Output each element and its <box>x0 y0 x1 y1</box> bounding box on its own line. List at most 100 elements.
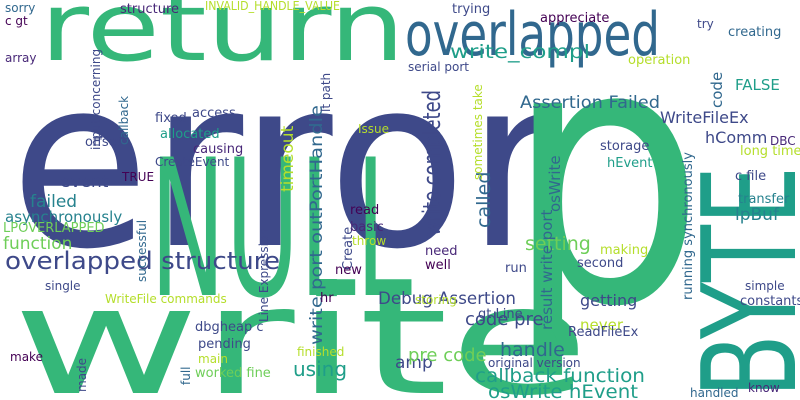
word: NULL <box>150 119 412 340</box>
word: fixed <box>155 111 187 126</box>
word: array <box>5 51 36 65</box>
word: creating <box>728 25 781 40</box>
word: worked fine <box>195 366 271 381</box>
word: making <box>600 243 648 258</box>
word: osWrite hEvent <box>488 381 638 400</box>
word: dbgheap c <box>195 320 264 335</box>
word: return <box>40 0 405 83</box>
word: INVALID_HANDLE_VALUE <box>205 0 340 13</box>
word: pre code <box>408 345 487 366</box>
word: constants <box>740 294 800 309</box>
word: access <box>192 106 236 121</box>
word: successful <box>135 220 149 282</box>
word: hr <box>320 291 334 306</box>
word: failed <box>30 192 77 212</box>
word: CreateEvent <box>155 155 230 169</box>
word: using <box>293 357 347 381</box>
word: setting <box>525 233 591 255</box>
word: overlapped <box>405 0 660 70</box>
word: called <box>473 172 495 228</box>
word: simple <box>745 279 785 293</box>
word: appreciate <box>540 11 609 26</box>
word: Assertion Failed <box>520 93 660 113</box>
word: write port outPortHandle <box>307 105 327 345</box>
word: WriteFileEx <box>660 108 749 127</box>
word: handled <box>690 386 739 400</box>
word: sorry <box>5 1 35 15</box>
word: hComm <box>705 128 767 147</box>
word: sometimes take <box>471 84 485 180</box>
word: function <box>3 234 72 254</box>
word: allocated <box>160 127 220 142</box>
word: code pre <box>465 309 544 330</box>
word: need <box>425 244 458 259</box>
word: never <box>580 316 624 334</box>
word: transfer <box>738 192 790 207</box>
word: error <box>10 28 560 301</box>
word: handle <box>500 339 565 361</box>
word: overlapped structure <box>5 247 280 275</box>
word: Create <box>341 227 356 270</box>
word: c gt <box>5 14 28 28</box>
word: c file <box>735 169 766 184</box>
word: operation <box>628 53 690 68</box>
word: throw <box>352 234 386 248</box>
word: asynchronously <box>5 208 122 226</box>
word: osWrite <box>546 155 564 212</box>
word: second <box>577 256 623 271</box>
word: long time <box>740 144 800 159</box>
word: new <box>335 263 362 278</box>
word: event <box>60 172 109 192</box>
word: lt path <box>319 73 333 112</box>
word: basic <box>350 220 384 235</box>
word: main <box>198 352 228 366</box>
word: write_compl <box>450 41 590 63</box>
word: callback <box>117 96 131 145</box>
word: original version <box>488 356 581 370</box>
word: getting <box>580 291 637 310</box>
word: gt Line <box>478 307 523 322</box>
word: result write port <box>538 209 556 330</box>
word: LPOVERLAPPED <box>3 221 105 236</box>
word: write completed <box>418 90 446 236</box>
word: FALSE <box>735 76 780 94</box>
word: p <box>505 0 705 385</box>
word: storage <box>600 139 649 154</box>
word: causing <box>193 142 243 157</box>
word: single <box>45 279 81 293</box>
word: amp <box>395 353 433 373</box>
word: ReadFileEx <box>568 325 639 340</box>
word: trying <box>452 2 490 17</box>
word: pending <box>198 337 251 352</box>
word: Debug Assertion <box>378 289 516 309</box>
word: full <box>179 367 193 386</box>
word: running synchronously <box>681 152 696 300</box>
word: serial port <box>408 60 469 74</box>
word: read <box>350 203 379 218</box>
word: code <box>708 72 726 108</box>
word: input concerning <box>89 49 103 150</box>
word: Line Expression <box>257 228 271 322</box>
word: timeout <box>278 125 298 192</box>
word: make <box>10 350 43 364</box>
word: try <box>697 17 714 31</box>
word: TRUE <box>121 170 154 184</box>
word: write <box>12 255 590 400</box>
word: know <box>748 381 780 395</box>
word: Issue <box>358 122 389 136</box>
word: BYTE <box>674 166 800 398</box>
word: run <box>505 261 527 276</box>
word: finished <box>297 345 344 359</box>
word: lpBuf <box>735 205 780 225</box>
word: callback function <box>475 365 645 387</box>
word: well <box>425 258 451 273</box>
word: structure <box>120 2 179 17</box>
word: hEvent <box>607 156 652 171</box>
word: offset <box>85 135 122 150</box>
word: made <box>75 358 89 392</box>
word: DBC <box>770 134 796 148</box>
word: WriteFile commands <box>105 292 227 306</box>
word: storing <box>415 293 457 307</box>
